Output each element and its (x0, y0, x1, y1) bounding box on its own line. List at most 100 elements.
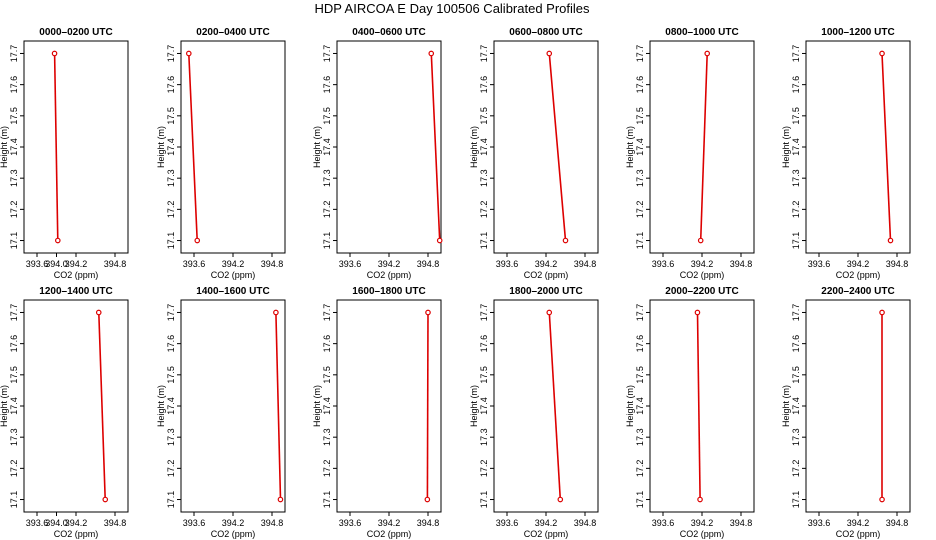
panel-title: 0200–0400 UTC (196, 27, 269, 38)
plot-frame (336, 40, 442, 254)
data-point (887, 237, 894, 244)
plot-frame (649, 299, 755, 513)
data-point (102, 496, 109, 503)
plot-frame (336, 299, 442, 513)
y-axis-label: Height (m) (781, 385, 791, 427)
y-tick-label: 17.7 (791, 304, 801, 322)
y-tick-label: 17.3 (479, 428, 489, 446)
x-tick-label: 393.6 (26, 259, 49, 269)
y-tick-label: 17.3 (791, 169, 801, 187)
plot-frame (805, 40, 911, 254)
y-tick-label: 17.7 (479, 304, 489, 322)
x-tick-label: 393.6 (183, 259, 206, 269)
y-tick-label: 17.1 (322, 491, 332, 509)
y-tick-label: 17.6 (322, 76, 332, 94)
profile-line (188, 53, 198, 241)
y-tick-label: 17.6 (791, 335, 801, 353)
profile-line (275, 312, 282, 500)
data-point (546, 309, 553, 316)
x-tick-label: 393.6 (496, 518, 519, 528)
y-axis-label: Height (m) (0, 385, 9, 427)
profile-line (53, 53, 59, 241)
y-tick-label: 17.1 (791, 232, 801, 250)
y-tick-label: 17.3 (9, 428, 19, 446)
panel-title: 1800–2000 UTC (509, 286, 582, 297)
y-tick-label: 17.2 (322, 460, 332, 478)
data-point (704, 50, 711, 57)
plot-frame (23, 299, 129, 513)
data-point (697, 237, 704, 244)
y-tick-label: 17.3 (791, 428, 801, 446)
data-point (186, 50, 192, 57)
y-tick-label: 17.6 (166, 76, 176, 94)
y-tick-label: 17.4 (791, 138, 801, 156)
y-axis-label: Height (m) (469, 385, 479, 427)
data-point (194, 237, 201, 244)
x-tick-label: 394.2 (691, 259, 714, 269)
y-tick-label: 17.7 (479, 45, 489, 63)
data-point (562, 237, 569, 244)
y-tick-label: 17.3 (166, 428, 176, 446)
y-axis-label: Height (m) (156, 385, 166, 427)
y-axis-label: Height (m) (625, 385, 635, 427)
y-tick-label: 17.3 (322, 169, 332, 187)
y-tick-label: 17.5 (9, 366, 19, 384)
panel-11: 2000–2200 UTC 393.6 394.2 394.8 17.1 17.2 17.3… (625, 286, 755, 539)
x-tick-label: 394.2 (222, 518, 245, 528)
y-tick-label: 17.2 (791, 201, 801, 219)
y-tick-label: 17.1 (479, 491, 489, 509)
y-axis-label: Height (m) (625, 126, 635, 168)
x-tick-label: 394.8 (104, 259, 127, 269)
y-tick-label: 17.7 (322, 45, 332, 63)
data-point (51, 50, 58, 57)
panel-9: 1600–1800 UTC 393.6 394.2 394.8 17.1 17.2 17.3… (312, 286, 442, 539)
y-tick-label: 17.1 (9, 491, 19, 509)
panel-title: 2200–2400 UTC (821, 286, 894, 297)
y-tick-label: 17.1 (479, 232, 489, 250)
panel-8: 1400–1600 UTC 393.6 394.2 394.8 17.1 17.2 17.3… (156, 286, 286, 539)
profile-line (430, 53, 441, 241)
x-tick-label: 394.8 (261, 259, 284, 269)
profile-line (696, 312, 701, 500)
x-tick-label: 394.8 (104, 518, 127, 528)
y-tick-label: 17.2 (166, 201, 176, 219)
x-tick-label: 393.6 (183, 518, 206, 528)
y-tick-label: 17.2 (635, 201, 645, 219)
y-tick-label: 17.7 (322, 304, 332, 322)
panel-title: 1600–1800 UTC (352, 286, 425, 297)
y-tick-label: 17.1 (166, 232, 176, 250)
panel-title: 1000–1200 UTC (821, 27, 894, 38)
y-tick-label: 17.2 (166, 460, 176, 478)
y-tick-label: 17.3 (166, 169, 176, 187)
y-tick-label: 17.6 (166, 335, 176, 353)
panel-6: 1000–1200 UTC 393.6 394.2 394.8 17.1 17.2 17.3… (781, 27, 911, 280)
y-tick-label: 17.3 (9, 169, 19, 187)
x-axis-label: CO2 (ppm) (54, 270, 99, 280)
x-tick-label: 394.2 (378, 518, 401, 528)
x-tick-label: 394.2 (535, 518, 558, 528)
x-tick-label: 393.6 (339, 259, 362, 269)
x-tick-label: 394.8 (886, 518, 909, 528)
x-tick-label: 393.6 (339, 518, 362, 528)
x-tick-label: 394.8 (730, 259, 753, 269)
y-axis-label: Height (m) (0, 126, 9, 168)
x-tick-label: 394.2 (535, 259, 558, 269)
y-tick-label: 17.1 (322, 232, 332, 250)
panel-title: 0400–0600 UTC (352, 27, 425, 38)
y-tick-label: 17.6 (635, 76, 645, 94)
x-tick-label: 394.2 (65, 518, 88, 528)
data-point (424, 496, 431, 503)
data-point (879, 50, 885, 57)
x-tick-label: 394.0 (45, 518, 68, 528)
data-point (697, 496, 703, 503)
x-tick-label: 394.8 (417, 259, 440, 269)
x-axis-label: CO2 (ppm) (680, 270, 725, 280)
data-point (436, 237, 443, 244)
panel-title: 0000–0200 UTC (39, 27, 112, 38)
x-axis-label: CO2 (ppm) (836, 529, 881, 539)
data-point (273, 309, 279, 316)
data-point (428, 50, 435, 57)
data-point (425, 309, 431, 316)
panel-title: 0600–0800 UTC (509, 27, 582, 38)
y-axis-label: Height (m) (312, 126, 322, 168)
